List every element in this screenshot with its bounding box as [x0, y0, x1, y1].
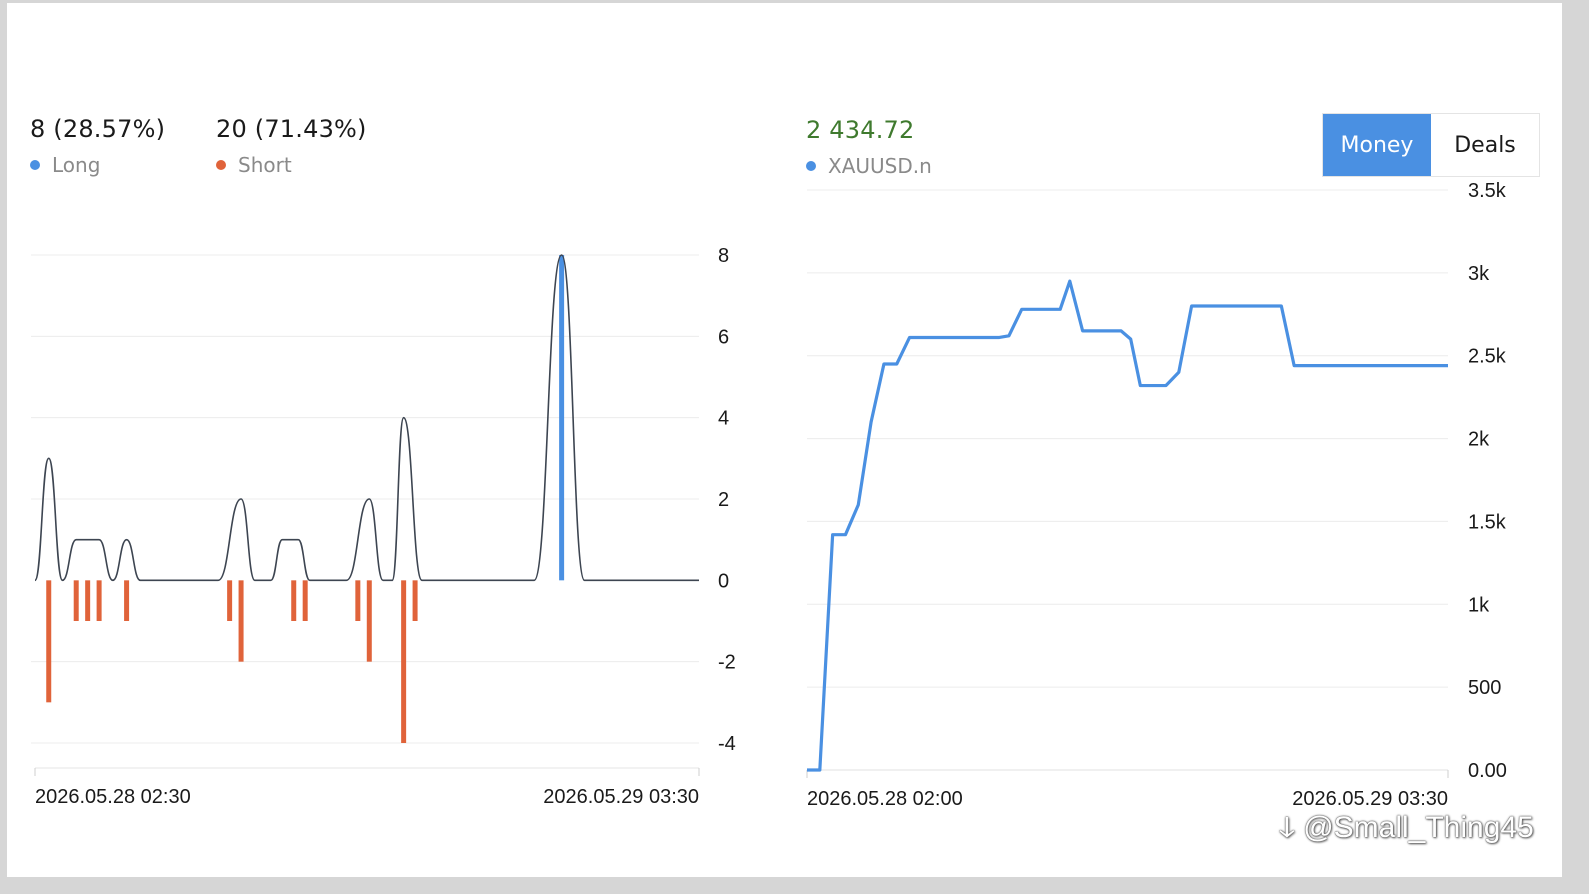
long-dot-icon [30, 159, 40, 170]
short-bar [412, 580, 418, 621]
legend-short-label: Short [238, 153, 292, 177]
y-tick-label: 8 [718, 245, 729, 267]
x-tick-label: 2026.05.28 02:30 [35, 786, 191, 808]
short-count: 20 (71.43%) [216, 115, 367, 143]
long-short-chart: 8 6 4 2 0 -2 -4 2026.05.28 02:30 2026.05.29 03:3… [31, 245, 736, 808]
symbol-dot-icon [806, 160, 816, 171]
y-tick-label: 6 [718, 326, 729, 348]
charts-canvas: 8 6 4 2 0 -2 -4 2026.05.28 02:30 2026.05.29 03:3… [31, 180, 1507, 810]
y-tick-label: 2.5k [1468, 346, 1507, 368]
y-tick-label: 1k [1468, 594, 1490, 616]
x-tick-label: 2026.05.28 02:00 [807, 788, 963, 810]
y-tick-label: 2k [1468, 429, 1490, 451]
short-bar [73, 580, 79, 621]
y-tick-label: -2 [718, 652, 736, 674]
y-tick-label: 0 [718, 570, 729, 592]
position-outline [34, 254, 699, 582]
x-tick-label: 2026.05.29 03:30 [543, 786, 699, 808]
short-bar [291, 580, 297, 621]
y-tick-label: 3.5k [1468, 180, 1507, 202]
legend-long[interactable]: Long [30, 153, 100, 177]
long-count: 8 (28.57%) [30, 115, 166, 143]
y-tick-label: 1.5k [1468, 511, 1507, 533]
short-bar [46, 580, 52, 703]
short-bar [366, 580, 372, 662]
short-bar [227, 580, 233, 621]
legend-symbol-label: XAUUSD.n [828, 154, 932, 178]
y-tick-label: -4 [718, 733, 736, 755]
y-tick-label: 0.00 [1468, 760, 1507, 782]
short-bar [124, 580, 130, 621]
money-button[interactable]: Money [1323, 114, 1431, 176]
balance-value: 2 434.72 [806, 116, 915, 144]
x-tick-label: 2026.05.29 03:30 [1292, 788, 1448, 810]
view-toggle: Money Deals [1322, 113, 1540, 177]
y-tick-label: 4 [718, 408, 729, 430]
legend-short[interactable]: Short [216, 153, 292, 177]
y-tick-label: 500 [1468, 677, 1501, 699]
short-bar [238, 580, 244, 662]
short-bar [96, 580, 102, 621]
short-bar [401, 580, 407, 743]
short-dot-icon [216, 159, 226, 170]
short-bar [355, 580, 361, 621]
deals-button[interactable]: Deals [1431, 114, 1539, 176]
watermark-icon: ↆ [1279, 811, 1295, 844]
page-frame: 8 (28.57%) 20 (71.43%) Long Short 2 434.… [7, 3, 1562, 877]
balance-chart: 3.5k 3k 2.5k 2k 1.5k 1k 500 0.00 2026.05.28 02:0… [806, 180, 1507, 810]
long-bar [559, 255, 565, 581]
y-tick-label: 3k [1468, 263, 1490, 285]
y-tick-label: 2 [718, 489, 729, 511]
balance-line [807, 279, 1448, 772]
watermark-text: ↆ @Small_Thing45 [1279, 811, 1534, 845]
legend-symbol[interactable]: XAUUSD.n [806, 154, 932, 178]
watermark-handle: @Small_Thing45 [1303, 811, 1534, 844]
short-bar [302, 580, 308, 621]
legend-long-label: Long [52, 153, 101, 177]
short-bar [85, 580, 91, 621]
